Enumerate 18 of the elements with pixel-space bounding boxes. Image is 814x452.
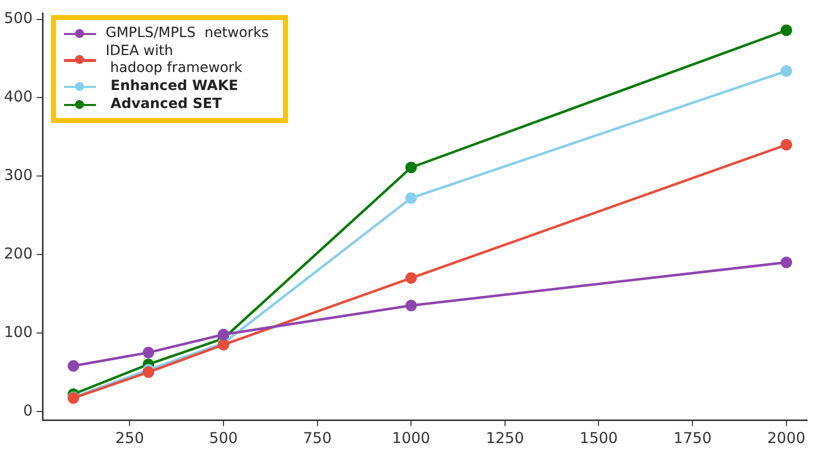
y-tick-label: 300 [4, 166, 33, 184]
x-tick-label: 1500 [580, 428, 618, 447]
y-tick-label: 0 [23, 401, 33, 420]
x-tick-label: 2000 [767, 428, 806, 447]
x-tick-label: 1000 [392, 428, 430, 447]
y-tick-label: 500 [4, 9, 33, 28]
x-tick-label: 750 [302, 428, 332, 447]
y-tick-label: 200 [4, 244, 33, 262]
x-tick-label: 500 [209, 428, 238, 447]
x-tick-label: 250 [115, 428, 144, 447]
legend-label: GMPLS/MPLS networks [106, 25, 269, 42]
x-tick-label: 1250 [486, 428, 524, 447]
y-tick-label: 100 [4, 322, 33, 341]
legend-label: Advanced SET [109, 96, 222, 113]
legend-label: IDEA with hadoop framework [106, 43, 242, 77]
legend-label: Enhanced WAKE [109, 78, 238, 95]
x-tick-label: 1750 [673, 428, 712, 447]
y-tick-label: 400 [4, 88, 33, 106]
